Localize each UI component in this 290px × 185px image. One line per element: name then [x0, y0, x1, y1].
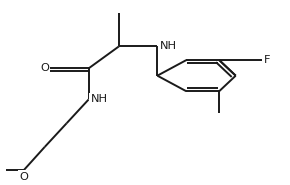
Text: F: F: [264, 55, 271, 65]
Text: NH: NH: [160, 41, 177, 51]
Text: NH: NH: [91, 95, 108, 105]
Text: O: O: [40, 63, 49, 73]
Text: O: O: [20, 172, 28, 182]
